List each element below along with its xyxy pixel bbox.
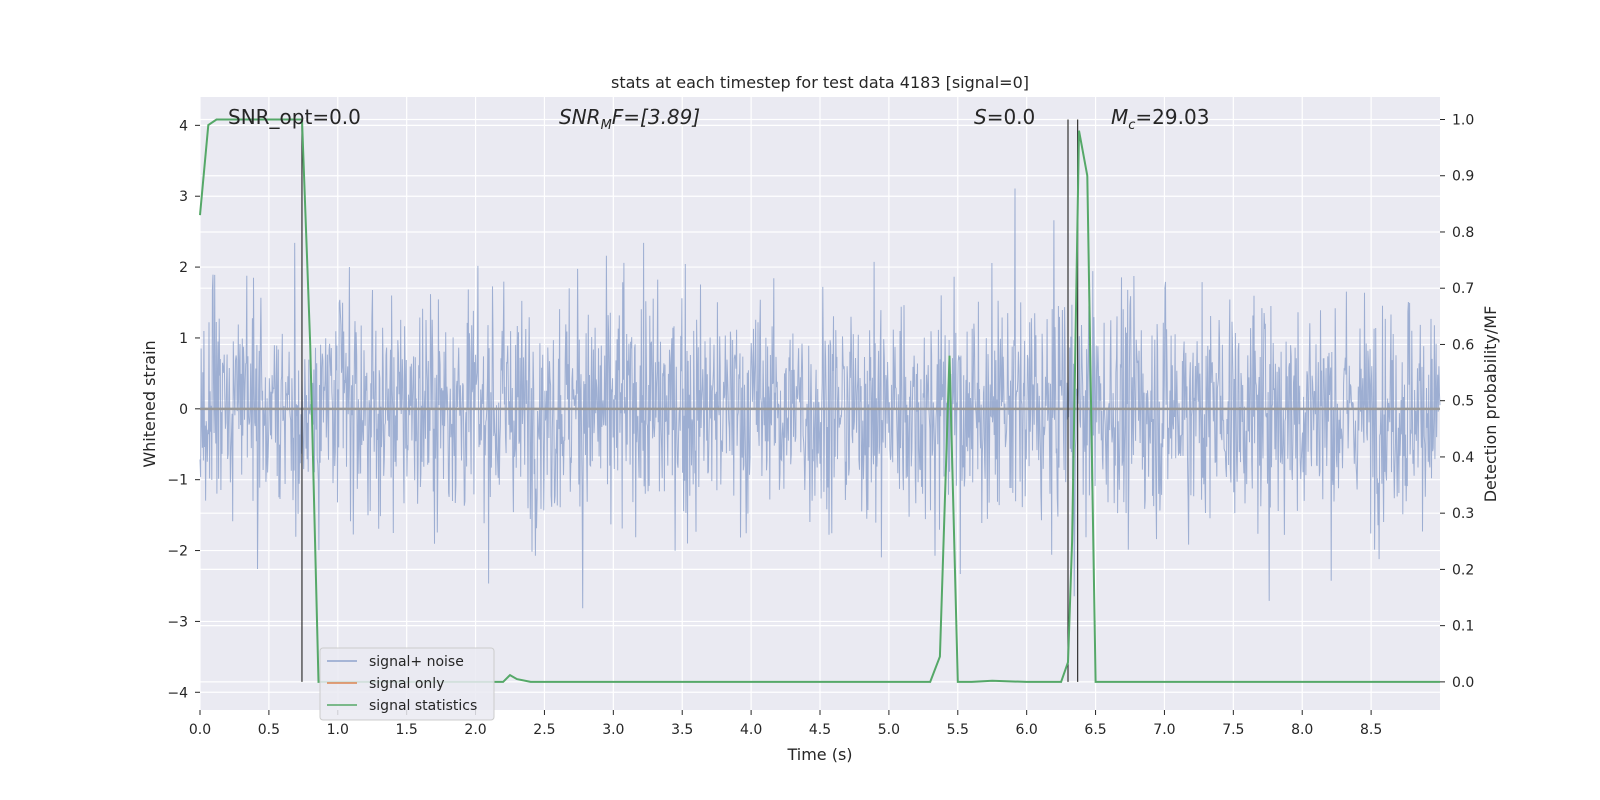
chart-title: stats at each timestep for test data 418… xyxy=(611,73,1029,92)
x-tick-label: 5.0 xyxy=(878,722,900,738)
annotation-snr-mf-sub: M xyxy=(601,118,612,133)
y-tick-label: 3 xyxy=(179,189,188,205)
annotation-mc: Mc=29.03 xyxy=(1111,105,1209,133)
x-tick-label: 6.0 xyxy=(1016,722,1038,738)
noise-line xyxy=(199,188,1441,609)
annotation-mc-sub: c xyxy=(1128,118,1135,133)
x-tick-label: 8.0 xyxy=(1291,722,1313,738)
y-ticks-left: 4 3 2 1 0 −1 −2 −3 −4 xyxy=(167,118,200,701)
annotation-snr-opt: SNR_opt=0.0 xyxy=(228,105,361,129)
x-tick-label: 7.5 xyxy=(1222,722,1244,738)
y-tick-label: 2 xyxy=(179,260,188,276)
y-tick-label-right: 0.3 xyxy=(1452,506,1474,522)
y-tick-label: 0 xyxy=(179,402,188,418)
x-tick-label: 4.5 xyxy=(809,722,831,738)
y-tick-label: −1 xyxy=(167,473,188,489)
x-tick-label: 0.5 xyxy=(258,722,280,738)
annotation-s-prefix: S xyxy=(974,105,987,129)
y-tick-label-right: 0.7 xyxy=(1452,281,1474,297)
x-ticks: 0.0 0.5 1.0 1.5 2.0 2.5 3.0 3.5 4.0 4.5 5.0 5.5 6.0 6… xyxy=(189,710,1382,738)
annotation-mc-suffix: =29.03 xyxy=(1135,105,1209,129)
y-tick-label-right: 1.0 xyxy=(1452,112,1474,128)
y-tick-label-right: 0.1 xyxy=(1452,619,1474,635)
y-tick-label-right: 0.2 xyxy=(1452,562,1474,578)
y-tick-label-right: 0.4 xyxy=(1452,450,1474,466)
signal-statistics-series xyxy=(199,118,1440,683)
y-tick-label: −4 xyxy=(167,685,188,701)
x-tick-label: 1.5 xyxy=(396,722,418,738)
y-axis-label-right: Detection probability/MF xyxy=(1481,306,1500,503)
y-tick-label: 1 xyxy=(179,331,188,347)
y-tick-label: −2 xyxy=(167,544,188,560)
annotation-s: S=0.0 xyxy=(974,105,1035,129)
annotation-snr-mf-suffix: F=[3.89] xyxy=(612,105,700,129)
x-tick-label: 0.0 xyxy=(189,722,211,738)
y-tick-label-right: 0.9 xyxy=(1452,169,1474,185)
grid xyxy=(199,97,1440,710)
legend-label-signal-only: signal only xyxy=(369,676,444,692)
y-tick-label-right: 0.0 xyxy=(1452,675,1474,691)
x-tick-label: 1.0 xyxy=(327,722,349,738)
x-tick-label: 4.0 xyxy=(740,722,762,738)
y-ticks-right: 1.0 0.9 0.8 0.7 0.6 0.5 0.4 0.3 0.2 0.1 0.0 xyxy=(1440,112,1474,691)
x-tick-label: 6.5 xyxy=(1084,722,1106,738)
y-tick-label-right: 0.8 xyxy=(1452,225,1474,241)
annotation-snr-mf: SNRMF=[3.89] xyxy=(559,105,700,133)
x-tick-label: 8.5 xyxy=(1360,722,1382,738)
y-tick-label-right: 0.6 xyxy=(1452,337,1474,353)
x-tick-label: 5.5 xyxy=(947,722,969,738)
y-tick-label: −3 xyxy=(167,614,188,630)
x-axis-label: Time (s) xyxy=(786,745,852,764)
legend-label-stats: signal statistics xyxy=(369,698,477,714)
annotation-s-suffix: =0.0 xyxy=(987,105,1036,129)
legend-label-noise: signal+ noise xyxy=(369,654,464,670)
legend: signal+ noise signal only signal statist… xyxy=(319,647,495,721)
x-tick-label: 3.0 xyxy=(602,722,624,738)
x-tick-label: 2.5 xyxy=(533,722,555,738)
y-tick-label: 4 xyxy=(179,118,188,134)
signal-statistics-line xyxy=(199,118,1440,683)
y-tick-label-right: 0.5 xyxy=(1452,394,1474,410)
annotation-mc-prefix: M xyxy=(1111,105,1128,129)
x-tick-label: 3.5 xyxy=(671,722,693,738)
noise-series xyxy=(199,188,1441,609)
x-tick-label: 7.0 xyxy=(1153,722,1175,738)
y-axis-label: Whitened strain xyxy=(140,340,159,467)
x-tick-label: 2.0 xyxy=(464,722,486,738)
legend-box xyxy=(319,647,495,721)
annotation-snr-mf-prefix: SNR xyxy=(559,105,601,129)
